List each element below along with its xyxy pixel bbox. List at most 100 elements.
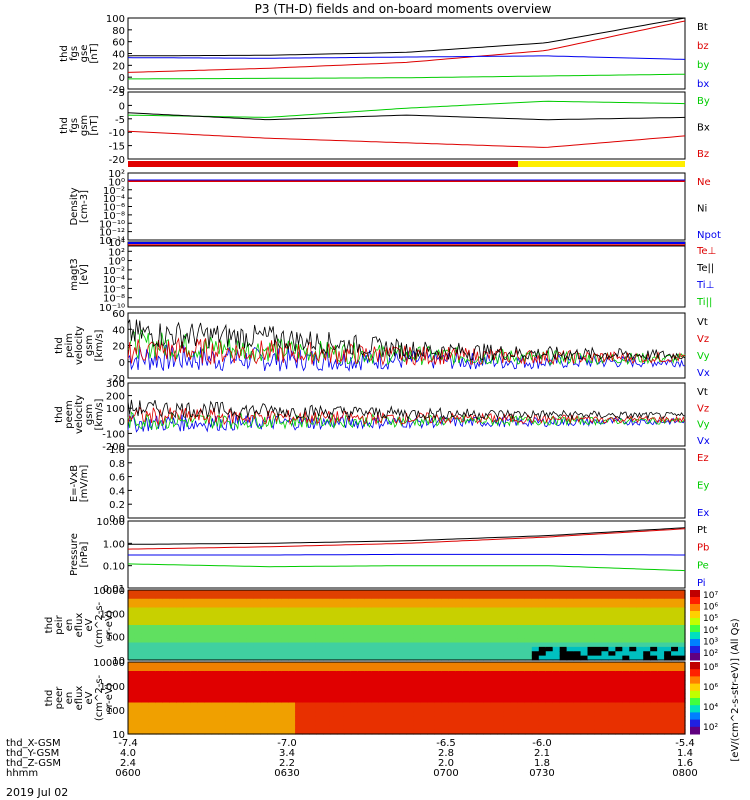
spectrogram-cell [664,680,672,686]
legend-entry: Ey [697,481,709,492]
spectrogram-cell [455,702,463,708]
spectrogram-cell [503,638,512,644]
spectrogram-cell [232,633,240,639]
spectrogram-cell [246,698,254,704]
spectrogram-cell [288,594,296,600]
spectrogram-cell [246,616,254,622]
x-tick-label: 4.0 [120,748,136,759]
series-bz [127,20,686,73]
spectrogram-cell [204,729,213,735]
spectrogram-cell [281,646,289,652]
spectrogram-cell [538,702,547,708]
spectrogram-cell [538,633,547,639]
spectrogram-cell [594,716,603,722]
spectrogram-cell [427,638,435,644]
y-tick-label: 20 [112,61,125,72]
spectrogram-cell [490,638,498,644]
spectrogram-cell [559,680,568,686]
spectrogram-cell [622,702,630,708]
spectrogram-cell [678,720,686,726]
spectrogram-cell [148,616,157,622]
spectrogram-cell [664,707,672,713]
spectrogram-cell [455,655,463,661]
spectrogram-cell [169,702,178,708]
spectrogram-cell [559,594,568,600]
spectrogram-cell [350,698,359,704]
spectrogram-cell [531,720,540,726]
spectrogram-cell [350,702,359,708]
spectrogram-cell [378,684,387,690]
spectrogram-cell [462,716,470,722]
spectrogram-cell [232,598,240,604]
spectrogram-cell [162,603,171,609]
spectrogram-cell [232,603,240,609]
spectrogram-cell [483,603,491,609]
spectrogram-cell [225,675,234,681]
spectrogram-cell [462,662,470,668]
spectrogram-cell [420,662,428,668]
spectrogram-cell [162,707,171,713]
spectrogram-cell [615,689,623,695]
spectrogram-cell [253,707,261,713]
x-tick-label: -7.0 [277,738,297,749]
spectrogram-cell [155,646,164,652]
spectrogram-cell [322,620,331,626]
spectrogram-cell [420,655,428,661]
spectrogram-cell [503,675,512,681]
spectrogram-cell [650,611,658,617]
spectrogram-cell [552,629,561,635]
spectrogram-cell [678,671,686,677]
spectrogram-cell [559,655,568,661]
spectrogram-cell [225,689,234,695]
spectrogram-cell [615,651,623,657]
spectrogram-cell [295,616,303,622]
spectrogram-cell [594,655,603,661]
spectrogram-cell [183,707,192,713]
spectrogram-cell [218,616,227,622]
spectrogram-cell [239,638,247,644]
spectrogram-cell [232,651,240,657]
y-tick-label: 10⁻⁴ [103,275,125,286]
spectrogram-cell [594,616,603,622]
spectrogram-cell [204,642,213,648]
spectrogram-cell [336,620,345,626]
spectrogram-cell [218,707,227,713]
y-tick-label: 10⁻⁶ [103,284,125,295]
colorbar-segment [690,683,700,692]
spectrogram-cell [559,711,568,717]
spectrogram-cell [629,684,637,690]
y-tick-label: 10 [112,730,125,741]
spectrogram-cell [315,590,324,595]
spectrogram-cell [288,689,296,695]
spectrogram-cell [302,693,310,699]
spectrogram-cell [629,707,637,713]
spectrogram-cell [573,590,582,595]
spectrogram-cell [503,616,512,622]
spectrogram-cell [650,620,658,626]
spectrogram-cell [566,616,575,622]
spectrogram-cell [392,594,401,600]
spectrogram-cell [573,629,582,635]
spectrogram-cell [128,689,136,695]
spectrogram-cell [441,711,449,717]
spectrogram-cell [295,711,303,717]
spectrogram-cell [531,684,540,690]
spectrogram-cell [392,625,401,630]
spectrogram-cell [246,646,254,652]
spectrogram-cell [392,590,401,595]
spectrogram-cell [469,725,477,731]
spectrogram-cell [510,620,519,626]
spectrogram-cell [225,655,234,661]
spectrogram-cell [364,603,373,609]
spectrogram-cell [608,725,616,731]
spectrogram-cell [232,594,240,600]
spectrogram-cell [608,720,616,726]
spectrogram-cell [517,689,526,695]
spectrogram-cell [490,655,498,661]
spectrogram-cell [302,611,310,617]
spectrogram-cell [267,675,275,681]
colorbar-segment [690,611,700,619]
spectrogram-cell [371,702,380,708]
spectrogram-cell [134,666,143,672]
spectrogram-cell [128,716,136,722]
